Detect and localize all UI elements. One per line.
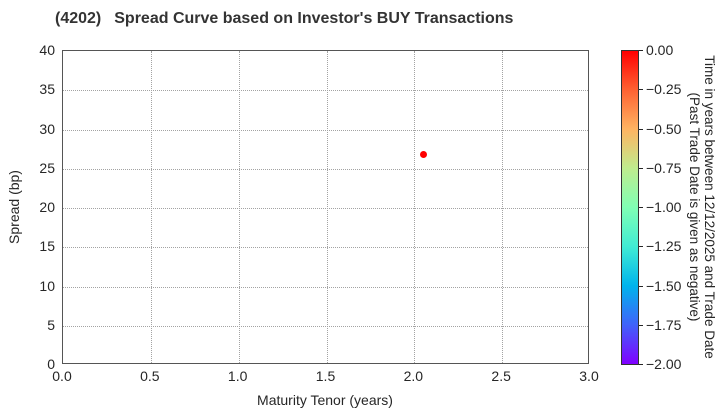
colorbar-tick-label: 0.00 (646, 42, 674, 58)
colorbar-tick-mark (639, 246, 643, 248)
x-tick-label: 1.0 (227, 368, 248, 384)
plot-area (62, 50, 589, 364)
y-tick-label: 10 (39, 277, 55, 294)
colorbar-tick-label: −0.25 (646, 81, 682, 98)
colorbar-label-line2: (Past Trade Date is given as negative) (687, 92, 702, 322)
chart-title-code: (4202) (55, 10, 102, 27)
gridline-vertical (502, 51, 504, 363)
colorbar-tick-label: −1.50 (646, 277, 682, 294)
gridline-vertical (414, 51, 416, 363)
x-axis-label: Maturity Tenor (years) (257, 392, 393, 408)
y-tick-label: 5 (47, 316, 55, 333)
colorbar-tick-mark (639, 324, 643, 326)
colorbar-tick-mark (639, 128, 643, 130)
x-tick-label: 0.5 (140, 368, 160, 384)
chart-title: (4202) Spread Curve based on Investor's … (55, 10, 513, 28)
x-tick-label: 2.5 (491, 368, 511, 384)
colorbar-tick-label: −0.75 (646, 159, 682, 176)
gridline-horizontal (63, 168, 588, 170)
chart-title-text: Spread Curve based on Investor's BUY Tra… (114, 10, 514, 27)
colorbar-tick-mark (639, 50, 643, 51)
colorbar-tick-label: −1.25 (646, 238, 682, 255)
colorbar-tick-label: −1.00 (646, 199, 682, 215)
gridline-vertical (238, 51, 240, 363)
y-tick-label: 15 (39, 238, 55, 255)
gridline-horizontal (63, 325, 588, 327)
gridline-vertical (150, 51, 152, 363)
colorbar-tick-mark (639, 364, 643, 365)
colorbar-tick-label: −0.50 (646, 120, 682, 137)
x-tick-label: 3.0 (579, 368, 599, 384)
colorbar-tick-mark (639, 285, 643, 287)
colorbar-tick-label: −2.00 (646, 356, 682, 372)
y-tick-label: 25 (39, 159, 55, 176)
y-tick-label: 20 (39, 199, 55, 215)
colorbar-label-line1: Time in years between 12/12/2025 and Tra… (702, 55, 717, 359)
x-tick-label: 0.0 (52, 368, 72, 384)
x-tick-label: 2.0 (403, 368, 424, 384)
y-tick-label: 0 (47, 356, 55, 372)
colorbar-gradient (622, 51, 638, 364)
gridline-horizontal (63, 129, 588, 131)
gridline-horizontal (63, 208, 588, 209)
y-tick-label: 40 (39, 42, 55, 58)
colorbar-label: Time in years between 12/12/2025 and Tra… (687, 55, 717, 358)
gridline-vertical (326, 51, 328, 363)
y-tick-label: 30 (39, 120, 55, 137)
gridline-horizontal (63, 247, 588, 249)
colorbar-tick-mark (639, 207, 643, 208)
gridline-horizontal (63, 286, 588, 288)
colorbar-tick-label: −1.75 (646, 316, 682, 333)
gridline-horizontal (63, 90, 588, 92)
colorbar (621, 50, 639, 365)
data-point (419, 151, 427, 159)
y-tick-label: 35 (39, 81, 55, 98)
x-tick-label: 1.5 (315, 368, 336, 384)
colorbar-tick-mark (639, 89, 643, 91)
colorbar-tick-mark (639, 167, 643, 169)
